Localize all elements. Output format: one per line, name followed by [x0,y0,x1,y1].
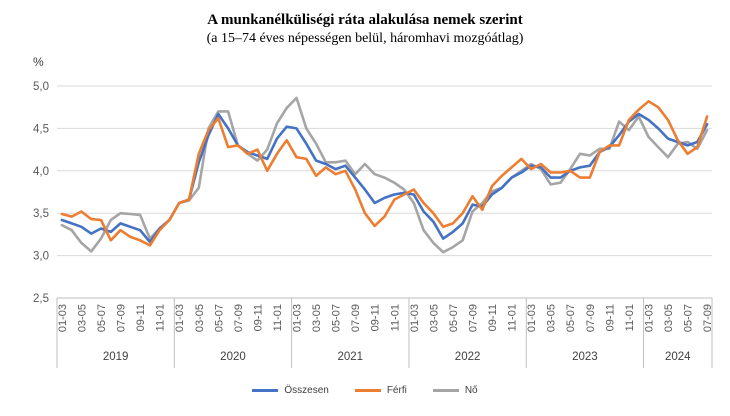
x-tick-label: 05-07 [96,304,108,332]
x-tick-label: 05-07 [448,304,460,332]
x-tick-label: 07-09 [350,304,362,332]
y-tick-label: 2,5 [33,293,49,305]
x-tick-label: 11-01 [624,304,636,331]
chart-title: A munkanélküliségi ráta alakulása nemek … [207,12,523,28]
year-label: 2023 [572,351,598,363]
legend: Összesen Férfi Nő [0,385,730,396]
legend-label: Nő [464,385,478,396]
y-tick-label: 4,0 [33,166,49,178]
year-label: 2022 [455,351,481,363]
year-label: 2024 [665,351,691,363]
x-tick-label: 05-07 [565,304,577,332]
x-tick-label: 03-05 [428,304,440,332]
legend-item: Férfi [354,385,407,396]
legend-swatch [432,389,459,392]
x-tick-label: 11-01 [389,304,401,331]
y-axis-unit-label: % [33,55,44,69]
x-tick-label: 09-11 [604,304,616,331]
series-line-férfi [60,100,709,247]
x-tick-label: 09-11 [252,304,264,331]
x-tick-label: 05-07 [213,304,225,332]
y-tick-label: 3,5 [33,208,49,220]
x-tick-label: 11-01 [155,304,167,331]
x-tick-label: 01-03 [174,304,186,332]
legend-label: Férfi [386,385,407,396]
x-tick-label: 05-07 [683,304,695,332]
x-tick-label: 03-05 [546,304,558,332]
y-tick-label: 5,0 [33,81,49,93]
year-label: 2021 [337,351,363,363]
x-tick-label: 03-05 [194,304,206,332]
legend-swatch [252,389,279,392]
legend-item: Összesen [252,385,329,396]
x-tick-label: 07-09 [702,304,714,332]
legend-label: Összesen [284,385,329,396]
x-tick-label: 07-09 [585,304,597,332]
chart-subtitle: (a 15–74 éves népességen belül, háromhav… [206,31,524,46]
x-tick-label: 07-09 [116,304,128,332]
x-tick-label: 09-11 [487,304,499,331]
year-label: 2019 [103,351,129,363]
year-label: 2020 [220,351,246,363]
x-tick-label: 11-01 [507,304,519,331]
x-tick-label: 09-11 [370,304,382,331]
x-tick-label: 05-07 [331,304,343,332]
x-tick-label: 01-03 [526,304,538,332]
x-tick-label: 03-05 [663,304,675,332]
x-tick-label: 03-05 [76,304,88,332]
x-tick-label: 01-03 [57,304,69,332]
legend-item: Nő [432,385,478,396]
x-tick-label: 01-03 [409,304,421,332]
y-tick-label: 4,5 [33,123,49,135]
x-tick-label: 09-11 [135,304,147,331]
x-tick-label: 11-01 [272,304,284,331]
x-tick-label: 07-09 [467,304,479,332]
x-tick-label: 03-05 [311,304,323,332]
x-tick-label: 07-09 [233,304,245,332]
x-tick-label: 01-03 [643,304,655,332]
y-tick-label: 3,0 [33,251,49,263]
legend-swatch [354,389,381,392]
x-tick-label: 01-03 [292,304,304,332]
